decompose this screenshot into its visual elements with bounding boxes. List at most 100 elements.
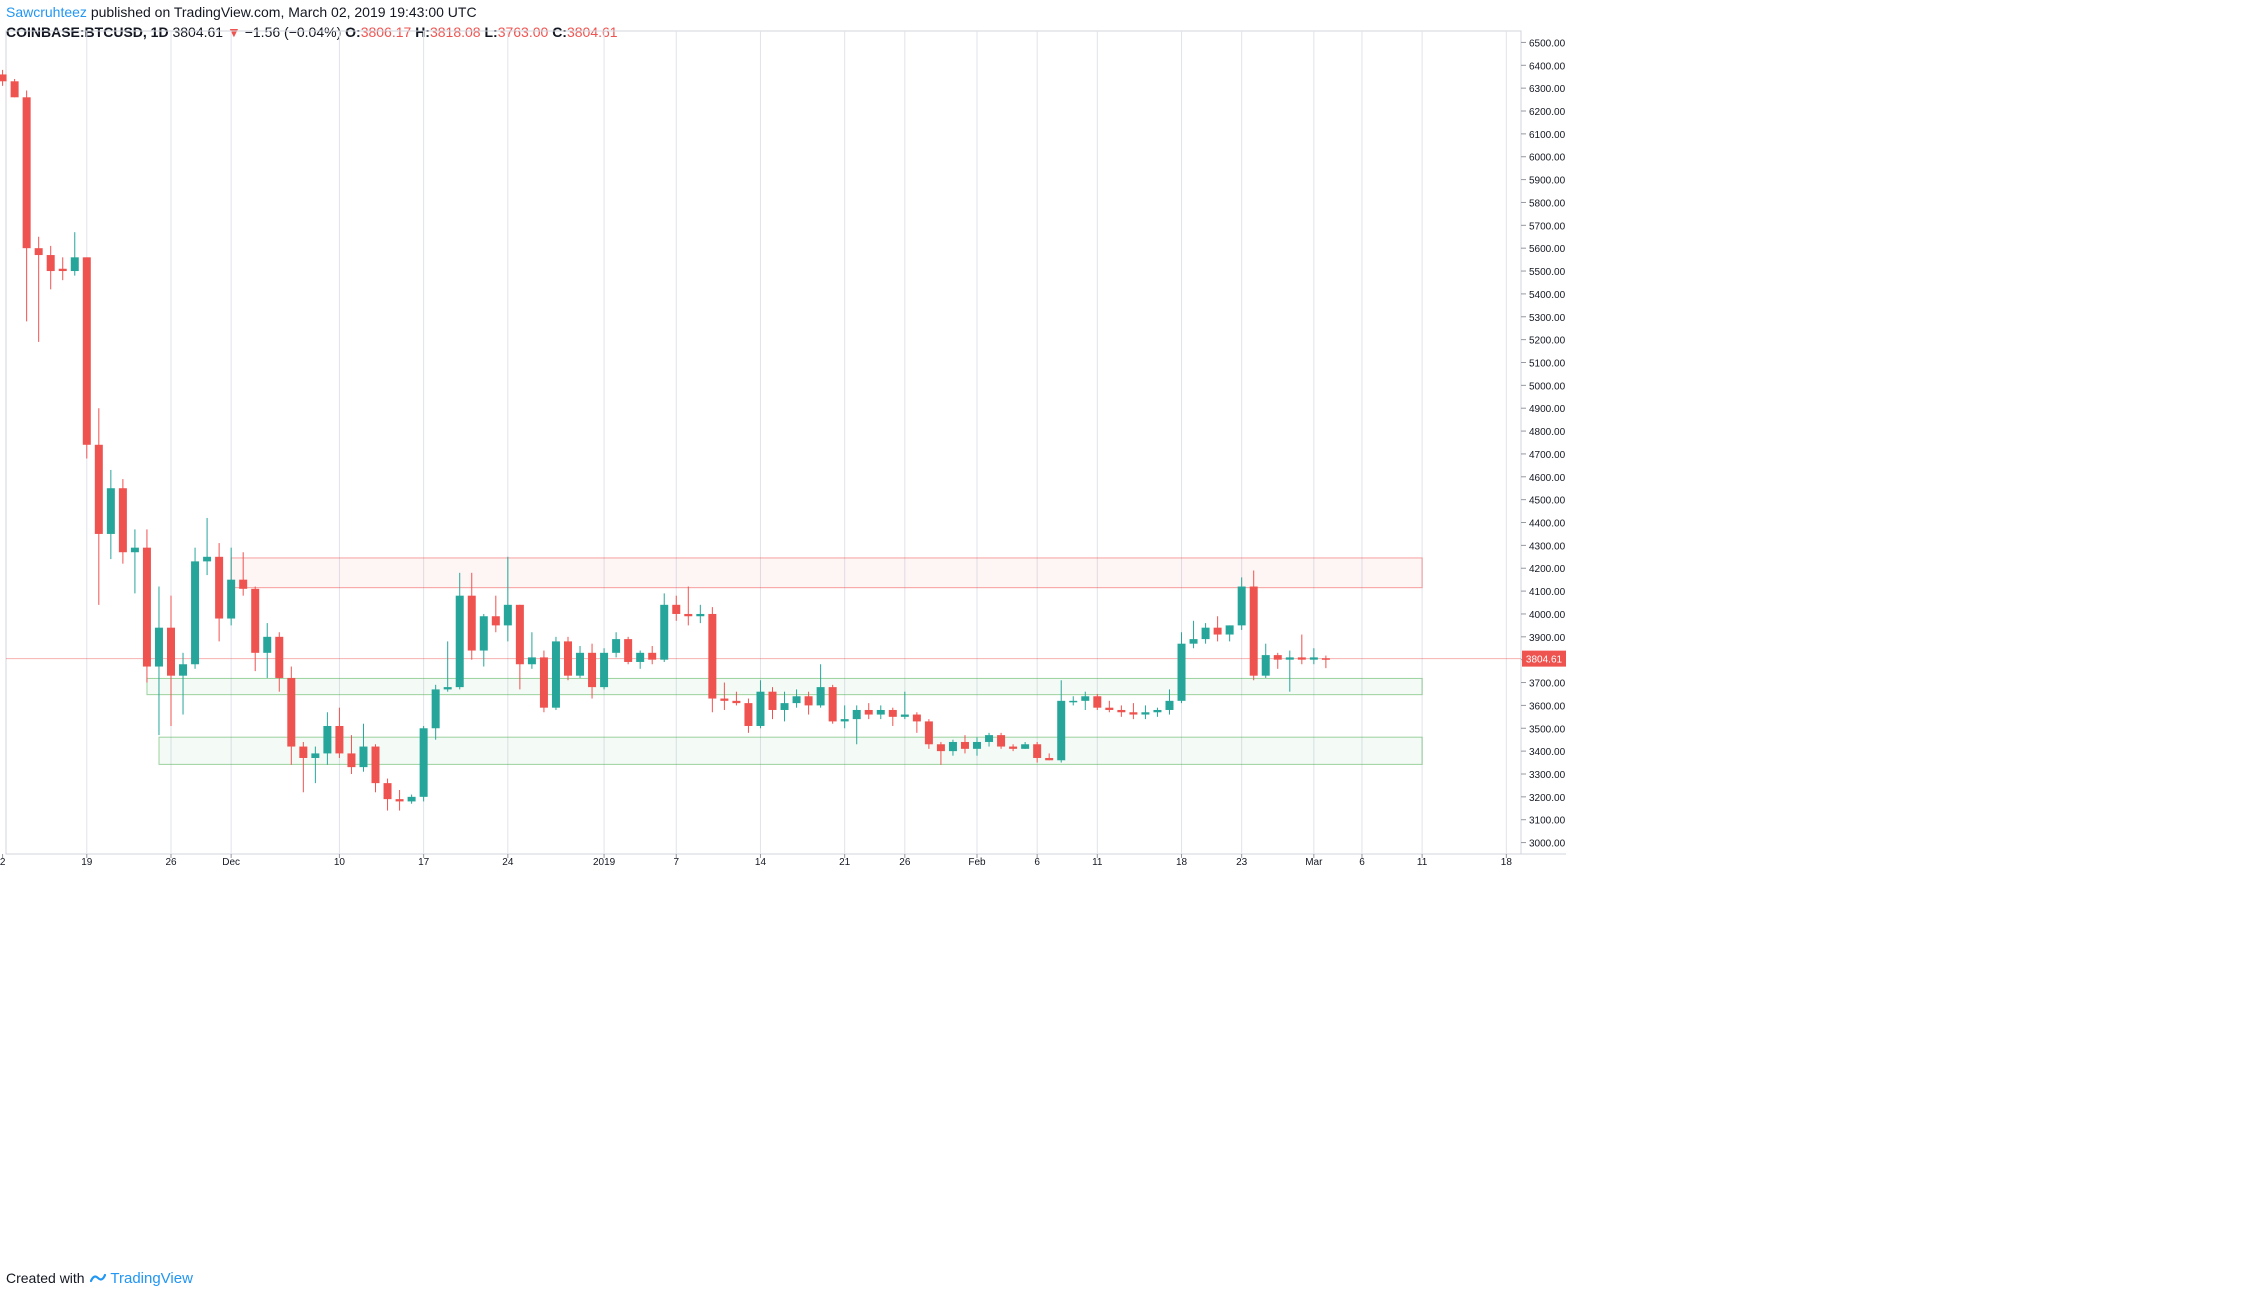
candle-up[interactable]: [191, 547, 200, 669]
candle-down[interactable]: [287, 666, 296, 765]
candle-down[interactable]: [34, 236, 43, 342]
price-axis[interactable]: 6500.00 6400.00 6300.00 6200.00 6100.00 6000.…: [1521, 38, 1566, 850]
candle-down[interactable]: [828, 684, 837, 724]
resistance-zone[interactable]: [230, 557, 1423, 589]
candle-up[interactable]: [311, 746, 320, 784]
candle-up[interactable]: [227, 547, 236, 626]
candle-down[interactable]: [1045, 753, 1054, 761]
candle-up[interactable]: [179, 652, 188, 715]
candle-up[interactable]: [985, 732, 994, 747]
candle-up[interactable]: [527, 632, 536, 669]
candle-down[interactable]: [251, 586, 260, 672]
candle-up[interactable]: [1285, 650, 1294, 692]
candle-up[interactable]: [636, 650, 645, 669]
candle-up[interactable]: [1189, 620, 1198, 649]
candle-down[interactable]: [1213, 616, 1222, 642]
candle-up[interactable]: [70, 232, 79, 276]
candle-down[interactable]: [142, 529, 151, 683]
candle-up[interactable]: [154, 586, 163, 736]
candle-up[interactable]: [106, 469, 115, 560]
candle-down[interactable]: [467, 572, 476, 660]
candle-down[interactable]: [383, 778, 392, 811]
candle-up[interactable]: [551, 636, 560, 710]
candle-down[interactable]: [1129, 703, 1138, 720]
candle-up[interactable]: [816, 664, 825, 708]
candle-down[interactable]: [804, 691, 813, 715]
candle-down[interactable]: [744, 698, 753, 733]
candle-up[interactable]: [1165, 689, 1174, 715]
candle-up[interactable]: [443, 641, 452, 692]
candle-up[interactable]: [407, 794, 416, 804]
candle-up[interactable]: [1057, 680, 1066, 763]
support-zone[interactable]: [158, 736, 1423, 765]
candle-down[interactable]: [58, 257, 67, 281]
candle-up[interactable]: [840, 705, 849, 729]
candle-down[interactable]: [167, 595, 175, 726]
candle-up[interactable]: [1309, 648, 1318, 665]
candle-down[interactable]: [624, 636, 633, 665]
candle-up[interactable]: [900, 691, 909, 720]
candle-up[interactable]: [1153, 707, 1162, 717]
candle-down[interactable]: [588, 643, 597, 699]
candle-up[interactable]: [455, 572, 464, 690]
candle-up[interactable]: [1021, 741, 1030, 749]
candle-up[interactable]: [503, 556, 512, 642]
candle-up[interactable]: [792, 689, 801, 708]
candle-down[interactable]: [335, 707, 344, 758]
candle-down[interactable]: [1297, 634, 1306, 665]
candle-down[interactable]: [539, 650, 548, 713]
candle-down[interactable]: [239, 552, 248, 596]
candle-up[interactable]: [756, 680, 765, 729]
candle-down[interactable]: [82, 257, 91, 459]
candle-up[interactable]: [600, 648, 609, 690]
candle-down[interactable]: [720, 682, 729, 710]
candle-down[interactable]: [672, 595, 681, 621]
candle-down[interactable]: [46, 245, 55, 290]
candle-down[interactable]: [395, 789, 404, 811]
candle-down[interactable]: [563, 636, 572, 681]
candle-down[interactable]: [299, 741, 308, 793]
candle-up[interactable]: [973, 737, 982, 756]
candle-up[interactable]: [263, 623, 272, 678]
candle-down[interactable]: [768, 687, 777, 720]
candle-down[interactable]: [1009, 744, 1018, 752]
candle-up[interactable]: [576, 645, 585, 678]
candle-down[interactable]: [491, 595, 500, 633]
candle-up[interactable]: [612, 632, 621, 658]
candle-down[interactable]: [1033, 741, 1042, 763]
candle-up[interactable]: [696, 604, 705, 624]
candle-down[interactable]: [924, 719, 933, 749]
time-axis[interactable]: 2 19 26 Dec 10 17 24 2019 7 14 21 26 Feb 6 11 18 23 Mar 6 1…: [0, 854, 1512, 868]
candle-up[interactable]: [203, 517, 212, 576]
candle-down[interactable]: [648, 645, 657, 665]
candle-up[interactable]: [660, 593, 669, 662]
candle-up[interactable]: [948, 739, 957, 756]
candle-down[interactable]: [118, 479, 127, 564]
candle-up[interactable]: [359, 723, 368, 772]
candle-down[interactable]: [94, 408, 103, 605]
candle-up[interactable]: [1237, 577, 1246, 630]
candle-down[interactable]: [215, 543, 224, 642]
candle-down[interactable]: [515, 604, 524, 690]
candle-up[interactable]: [1261, 643, 1270, 678]
candle-down[interactable]: [1105, 700, 1114, 713]
candle-down[interactable]: [708, 607, 717, 713]
candle-down[interactable]: [22, 90, 31, 322]
candle-down[interactable]: [10, 79, 19, 98]
candle-down[interactable]: [347, 735, 356, 774]
candle-down[interactable]: [1249, 570, 1258, 681]
candle-down[interactable]: [0, 69, 7, 86]
candle-up[interactable]: [852, 705, 861, 745]
candle-up[interactable]: [419, 725, 428, 802]
candle-down[interactable]: [1117, 705, 1126, 717]
candle-up[interactable]: [323, 712, 332, 765]
candle-up[interactable]: [1081, 691, 1090, 710]
candle-down[interactable]: [684, 586, 693, 626]
candle-up[interactable]: [1141, 705, 1150, 720]
candle-up[interactable]: [431, 684, 440, 740]
candle-down[interactable]: [275, 632, 284, 692]
candle-up[interactable]: [1177, 632, 1186, 704]
candle-down[interactable]: [864, 703, 873, 720]
candle-down[interactable]: [912, 712, 921, 733]
